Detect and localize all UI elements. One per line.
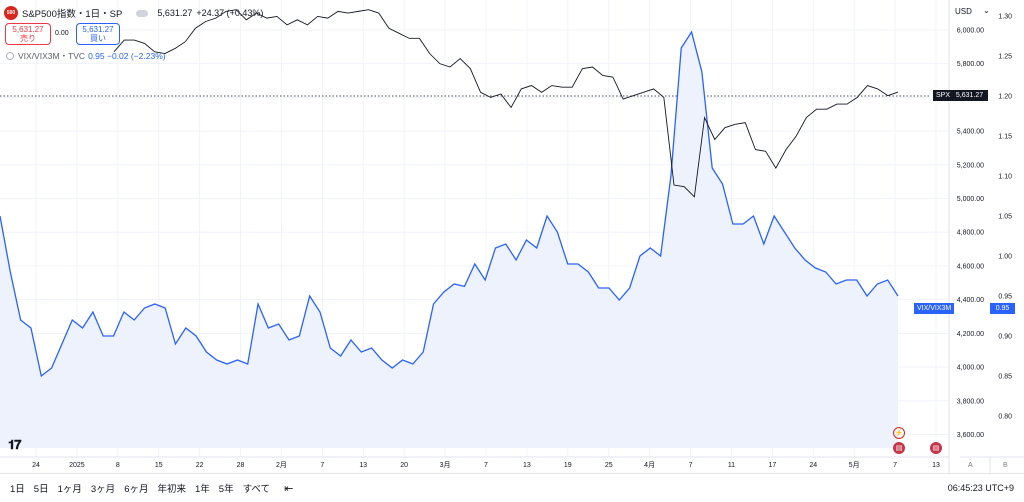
ratio-tick-label: 1.10 [998, 174, 1012, 181]
time-tick-label: 7 [484, 462, 488, 469]
price-axis-panel [949, 0, 1024, 473]
spx-tick-label: 3,600.00 [957, 432, 984, 439]
ratio-tick-label: 0.85 [998, 374, 1012, 381]
range-button-ytd[interactable]: 年初来 [157, 484, 186, 495]
clock-readout[interactable]: 06:45:23 UTC+9 [947, 483, 1014, 493]
ratio-tick-label: 1.15 [998, 134, 1012, 141]
range-button-1m[interactable]: 1ヶ月 [57, 484, 82, 495]
tradingview-logo-icon[interactable]: 𝟏𝟕 [8, 437, 22, 452]
time-tick-label: 2025 [69, 462, 85, 469]
spx-tick-label: 4,200.00 [957, 331, 984, 338]
time-tick-label: 19 [564, 462, 572, 469]
sp500-logo-icon: 500 [4, 6, 18, 20]
symbol-title[interactable]: S&P500指数・1日・SP [22, 9, 123, 20]
ratio-tick-label: 0.90 [998, 334, 1012, 341]
ratio-tick-label: 0.80 [998, 414, 1012, 421]
spx-tick-label: 5,400.00 [957, 129, 984, 136]
buy-button[interactable]: 5,631.27 買い [76, 23, 120, 45]
compare-label: VIX/VIX3M・TVC [18, 51, 86, 61]
spx-tick-label: 5,200.00 [957, 162, 984, 169]
range-button-5d[interactable]: 5日 [33, 484, 49, 495]
auto-scale-toggle[interactable]: A [968, 462, 973, 469]
range-button-all[interactable]: すべて [242, 484, 271, 495]
ratio-tick-label: 1.20 [998, 94, 1012, 101]
sell-label: 売り [20, 34, 36, 43]
sell-button[interactable]: 5,631.27 売り [5, 23, 51, 45]
spx-price-tag: 5,631.27 [951, 90, 988, 101]
time-tick-label: 22 [196, 462, 204, 469]
ratio-area-fill [0, 32, 898, 448]
time-tick-label: 8 [116, 462, 120, 469]
time-tick-label: 7 [689, 462, 693, 469]
calendar-goto-icon[interactable]: ⇤ [284, 482, 294, 495]
series-layer [0, 9, 899, 448]
time-tick-label: 24 [809, 462, 817, 469]
spx-tick-label: 4,000.00 [957, 365, 984, 372]
time-tick-label: 5月 [849, 461, 860, 469]
range-button-1y[interactable]: 1年 [195, 484, 210, 495]
time-tick-label: 7 [893, 462, 897, 469]
bottom-toolbar: 1日 5日 1ヶ月 3ヶ月 6ヶ月 年初来 1年 5年 すべて ⇤ 06:45:… [0, 473, 1024, 502]
compare-legend[interactable]: VIX/VIX3M・TVC 0.95 −0.02 (−2.23%) [6, 50, 166, 62]
currency-label[interactable]: USD [955, 7, 972, 16]
market-status-icon[interactable] [136, 9, 149, 17]
spx-tick-label: 5,800.00 [957, 61, 984, 68]
ratio-axis-tag: VIX/VIX3M [914, 303, 955, 314]
spx-tick-label: 4,400.00 [957, 297, 984, 304]
range-button-6m[interactable]: 6ヶ月 [124, 484, 149, 495]
time-tick-label: 13 [523, 462, 531, 469]
time-tick-label: 11 [728, 462, 735, 469]
time-tick-label: 13 [359, 462, 367, 469]
chevron-down-icon[interactable]: ⌄ [983, 6, 990, 15]
buy-price: 5,631.27 [82, 25, 114, 34]
spx-tick-label: 6,000.00 [957, 27, 984, 34]
range-button-1d[interactable]: 1日 [10, 484, 25, 495]
spx-tick-label: 4,600.00 [957, 263, 984, 270]
ratio-axis-ticks: 1.30 1.25 1.20 1.15 1.10 1.05 1.00 0.95 0.90 0.85… [998, 14, 1012, 421]
lightning-event-icon[interactable]: ⚡ [893, 427, 905, 439]
ratio-tick-label: 1.05 [998, 214, 1012, 221]
symbol-legend[interactable]: 500 S&P500指数・1日・SP 5,631.27 +24.37 (+0.4… [4, 5, 263, 21]
compare-values: 0.95 −0.02 (−2.23%) [88, 51, 166, 61]
ratio-price-tag: 0.95 [990, 303, 1015, 314]
time-tick-label: 13 [932, 462, 940, 469]
chart-canvas[interactable]: 6,000.005,800.005,600.005,400.005,200.00… [0, 0, 1024, 473]
time-tick-label: 3月 [440, 461, 451, 469]
ratio-series-line [0, 30, 899, 378]
sell-price: 5,631.27 [12, 25, 44, 34]
us-flag-event-icon[interactable]: ▤ [930, 442, 942, 454]
time-axis-ticks: 24 2025 8 15 22 28 2月 7 13 20 3月 7 13 19 25 4月 7 11 17 24 5月… [32, 461, 940, 469]
time-tick-label: 17 [768, 462, 776, 469]
time-tick-label: 20 [400, 462, 408, 469]
time-tick-label: 25 [605, 462, 613, 469]
spx-axis-tag: SPX [933, 90, 954, 101]
ratio-tick-label: 1.30 [998, 14, 1012, 21]
time-tick-label: 24 [32, 462, 40, 469]
range-button-3m[interactable]: 3ヶ月 [90, 484, 116, 495]
time-tick-label: 15 [155, 462, 163, 469]
spx-tick-label: 3,800.00 [957, 398, 984, 405]
us-flag-event-icon[interactable]: ▤ [893, 442, 905, 454]
legend-price: 5,631.27 [157, 8, 193, 18]
time-tick-label: 28 [237, 462, 245, 469]
range-button-5y[interactable]: 5年 [218, 484, 234, 495]
visibility-icon[interactable] [6, 52, 14, 60]
ratio-tick-label: 0.95 [998, 294, 1012, 301]
time-tick-label: 2月 [276, 461, 287, 469]
legend-change: +24.37 (+0.43%) [196, 8, 264, 18]
spx-tick-label: 5,000.00 [957, 196, 984, 203]
ratio-tick-label: 1.25 [998, 54, 1012, 61]
spx-series-line [113, 9, 899, 198]
time-tick-label: 7 [320, 462, 324, 469]
buy-label: 買い [90, 34, 106, 43]
spx-tick-label: 4,800.00 [957, 230, 984, 237]
time-tick-label: 4月 [644, 461, 655, 469]
spread-value: 0.00 [55, 30, 69, 37]
log-scale-toggle[interactable]: B [1003, 462, 1008, 469]
ratio-tick-label: 1.00 [998, 254, 1012, 261]
